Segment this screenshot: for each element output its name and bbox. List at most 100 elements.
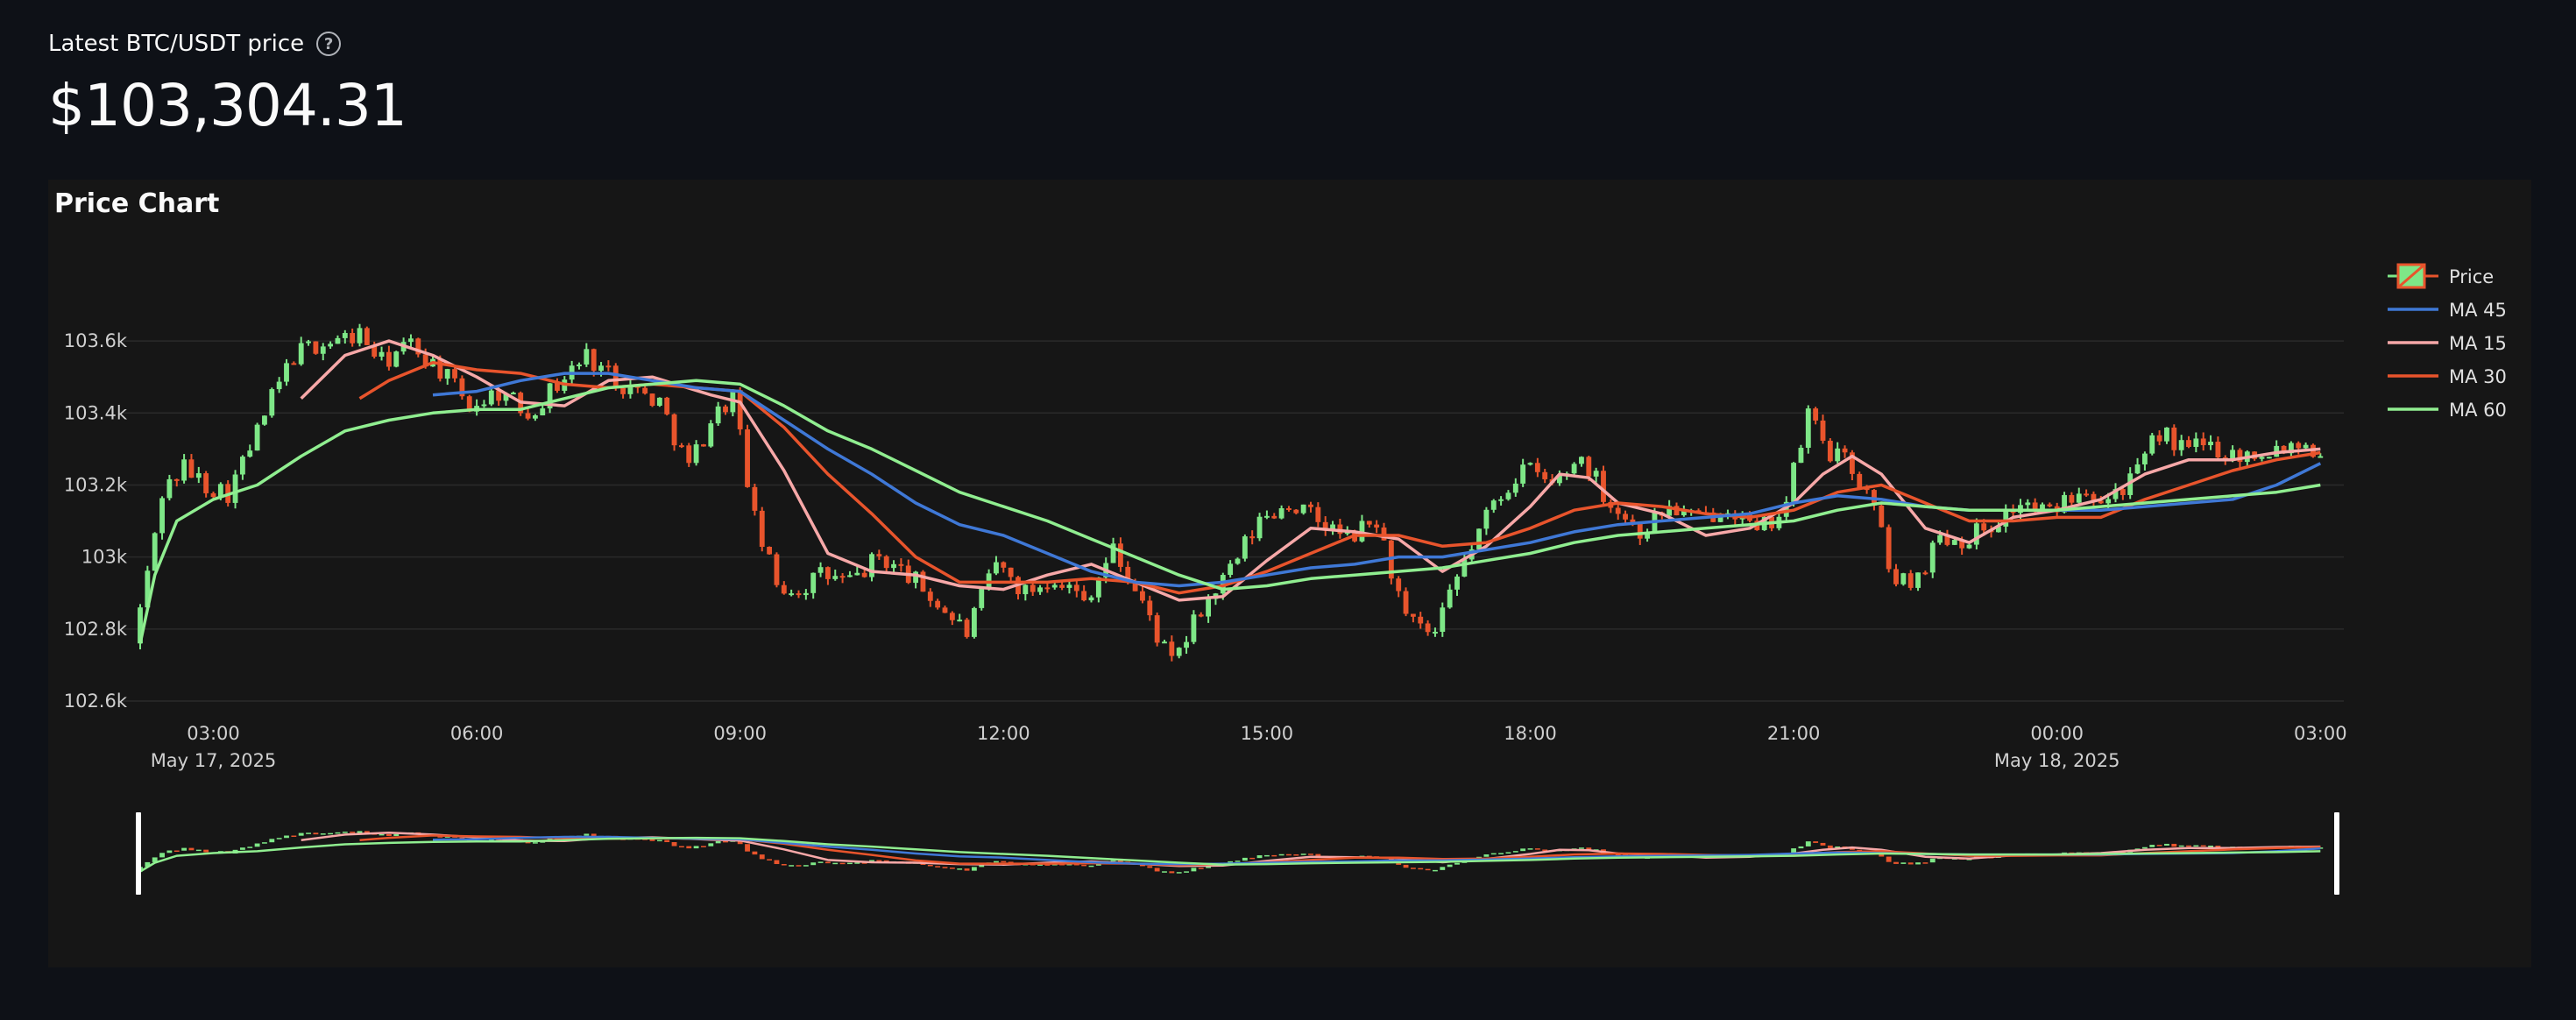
x-tick-sublabel: May 18, 2025	[1994, 750, 2120, 771]
candle-body	[510, 393, 516, 395]
range-candle	[1162, 871, 1167, 873]
candle-body	[1893, 569, 1899, 584]
range-candle	[1147, 866, 1153, 868]
rangeslider-left-handle[interactable]	[136, 812, 141, 895]
candle-body	[408, 338, 414, 343]
candle-body	[1162, 641, 1167, 644]
legend-item-ma45[interactable]: MA 45	[2388, 300, 2507, 321]
range-candle	[1433, 869, 1438, 872]
candle-body	[664, 397, 670, 414]
candle-body	[1937, 535, 1943, 543]
candle-body	[540, 408, 546, 415]
range-candle	[1835, 846, 1841, 848]
candle-body	[1820, 420, 1826, 441]
candle-body	[532, 414, 538, 419]
candle-body	[1951, 540, 1957, 545]
candle-body	[824, 567, 831, 579]
range-candle	[1490, 853, 1497, 855]
range-candle	[701, 846, 706, 847]
candle-body	[1051, 584, 1058, 588]
candle-body	[737, 390, 743, 429]
candle-body	[803, 592, 809, 596]
candle-body	[1242, 536, 1248, 559]
candle-body	[745, 429, 750, 487]
candle-body	[1001, 562, 1007, 568]
candle-body	[1366, 521, 1372, 525]
candle-body	[166, 478, 173, 499]
candle-body	[1454, 576, 1460, 590]
candle-body	[994, 562, 999, 574]
range-candle	[708, 843, 714, 846]
legend-item-ma30[interactable]: MA 30	[2388, 366, 2507, 387]
question-circle-icon[interactable]: ?	[316, 32, 342, 56]
candle-body	[1322, 521, 1328, 531]
range-candle	[1900, 862, 1907, 864]
range-candle	[1008, 861, 1014, 863]
candle-body	[2281, 445, 2287, 454]
range-candle	[1907, 862, 1914, 865]
candle-body	[159, 498, 165, 534]
range-candle	[342, 832, 348, 833]
candle-body	[789, 593, 795, 596]
range-candle	[854, 862, 860, 864]
candle-body	[2200, 438, 2206, 446]
candle-body	[1542, 471, 1548, 479]
candle-body	[2149, 435, 2155, 454]
candle-body	[1198, 614, 1204, 617]
candle-body	[1359, 521, 1365, 542]
candle-body	[466, 396, 472, 412]
range-candle	[1263, 854, 1270, 857]
range-candle	[759, 854, 765, 860]
price-chart[interactable]: 102.6k 102.8k 103k 103.2k 103.4k 103.6k 03:00 M…	[48, 180, 2531, 967]
candle-body	[1849, 452, 1855, 474]
legend-item-ma15[interactable]: MA 15	[2388, 333, 2507, 354]
candle-body	[1169, 641, 1175, 656]
range-candle	[379, 833, 385, 836]
candle-body	[1667, 506, 1673, 516]
range-candle	[1191, 868, 1197, 872]
range-candle	[1512, 851, 1518, 853]
x-tick-label: 00:00	[2030, 723, 2084, 744]
range-candle	[591, 833, 597, 837]
candle-body	[2105, 499, 2112, 504]
range-candle	[1542, 849, 1548, 851]
candle-body	[415, 338, 421, 355]
legend-item-ma60[interactable]: MA 60	[2388, 400, 2507, 421]
candle-body	[1059, 584, 1065, 588]
candle-body	[1681, 510, 1687, 516]
range-candle	[1820, 842, 1826, 846]
rangeslider-right-handle[interactable]	[2334, 812, 2339, 895]
candle-body	[1483, 509, 1490, 529]
range-candle	[1615, 854, 1621, 856]
candle-body	[979, 588, 985, 608]
candle-body	[379, 351, 385, 357]
range-candle	[781, 864, 787, 866]
candle-body	[1717, 517, 1723, 522]
candle-body	[701, 444, 706, 447]
candle-body	[291, 363, 297, 365]
candle-body	[605, 365, 612, 368]
candle-body	[723, 406, 728, 413]
range-candle	[774, 860, 780, 865]
candle-body	[1783, 501, 1789, 517]
legend-item-price[interactable]: Price	[2388, 263, 2494, 289]
candle-body	[1278, 508, 1284, 519]
candle-body	[2134, 464, 2141, 474]
candle-body	[1132, 581, 1138, 591]
range-candle	[957, 868, 963, 870]
range-candle	[2215, 846, 2221, 848]
candle-body	[935, 600, 941, 608]
y-tick-label: 103.4k	[64, 402, 128, 423]
candle-body	[817, 567, 824, 573]
candle-body	[767, 547, 773, 555]
candle-body	[1995, 526, 2001, 533]
range-candle	[1308, 854, 1313, 855]
candle-body	[839, 576, 846, 578]
candle-body	[2318, 456, 2324, 458]
candle-body	[1579, 457, 1584, 464]
range-candle	[1066, 863, 1072, 866]
candle-body	[350, 333, 356, 344]
range-candle	[803, 865, 809, 867]
candle-body	[372, 344, 378, 357]
range-candle	[1534, 848, 1540, 850]
